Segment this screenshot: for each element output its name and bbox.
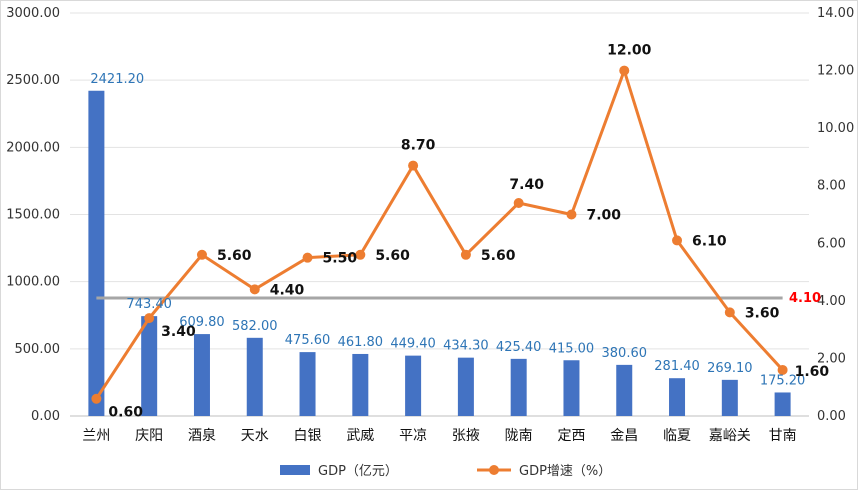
bar bbox=[616, 364, 633, 416]
x-category-label: 定西 bbox=[557, 428, 585, 444]
bar-value-label: 175.20 bbox=[760, 373, 806, 388]
bar-value-label: 434.30 bbox=[443, 339, 489, 354]
growth-line bbox=[95, 69, 784, 400]
line-value-label: 3.60 bbox=[745, 305, 780, 321]
y-left-tick-label: 0.00 bbox=[31, 409, 60, 424]
bar bbox=[352, 353, 369, 416]
line-point bbox=[408, 160, 419, 171]
bar bbox=[141, 316, 158, 416]
bar bbox=[405, 355, 422, 416]
bar-value-label: 281.40 bbox=[654, 359, 700, 374]
legend-label: GDP增速（%） bbox=[519, 464, 611, 479]
legend-line-marker bbox=[489, 465, 499, 475]
y-left-tick-label: 1500.00 bbox=[6, 208, 60, 223]
x-category-label: 天水 bbox=[241, 428, 269, 444]
line-point bbox=[724, 307, 735, 318]
y-right-tick-label: 10.00 bbox=[817, 121, 854, 136]
bar-value-label: 475.60 bbox=[285, 333, 331, 348]
line-value-label: 7.40 bbox=[509, 177, 544, 193]
bar bbox=[88, 90, 105, 416]
line-point bbox=[144, 313, 155, 324]
bar bbox=[669, 378, 686, 416]
bar-value-label: 743.40 bbox=[126, 297, 172, 312]
y-right-tick-label: 12.00 bbox=[817, 64, 854, 79]
line-point bbox=[91, 393, 102, 404]
bar bbox=[246, 337, 263, 416]
bar bbox=[193, 334, 210, 416]
line-point bbox=[249, 284, 260, 295]
x-category-label: 白银 bbox=[294, 428, 322, 444]
y-right-tick-label: 0.00 bbox=[817, 409, 846, 424]
line-value-label: 5.60 bbox=[375, 248, 410, 264]
y-right-tick-label: 8.00 bbox=[817, 179, 846, 194]
x-category-label: 兰州 bbox=[82, 428, 110, 444]
line-point bbox=[777, 364, 788, 375]
bar-value-label: 415.00 bbox=[549, 341, 595, 356]
line-value-label: 8.70 bbox=[401, 138, 436, 154]
x-category-label: 金昌 bbox=[610, 428, 638, 444]
bar-value-label: 449.40 bbox=[390, 337, 436, 352]
bar bbox=[774, 392, 791, 416]
y-right-tick-label: 4.00 bbox=[817, 294, 846, 309]
y-right-tick-label: 6.00 bbox=[817, 236, 846, 251]
line-value-label: 6.10 bbox=[692, 233, 727, 249]
line-point bbox=[355, 249, 366, 260]
line-value-label: 3.40 bbox=[161, 324, 196, 340]
bar-value-label: 2421.20 bbox=[90, 72, 144, 87]
bar-value-label: 269.10 bbox=[707, 361, 753, 376]
line-value-label: 5.60 bbox=[217, 248, 252, 264]
bar-value-label: 425.40 bbox=[496, 340, 542, 355]
y-left-tick-label: 2000.00 bbox=[6, 140, 60, 155]
line-point bbox=[196, 249, 207, 260]
x-category-label: 庆阳 bbox=[135, 428, 163, 444]
line-point bbox=[302, 252, 313, 263]
y-left-tick-label: 3000.00 bbox=[6, 6, 60, 21]
y-right-tick-label: 2.00 bbox=[817, 351, 846, 366]
bar bbox=[563, 360, 580, 416]
line-value-label: 5.60 bbox=[481, 248, 516, 264]
bar-value-label: 609.80 bbox=[179, 315, 225, 330]
line-value-label: 1.60 bbox=[795, 364, 830, 380]
reference-line-label: 4.10 bbox=[789, 291, 821, 306]
bar-value-label: 380.60 bbox=[602, 346, 648, 361]
line-value-label: 4.40 bbox=[270, 282, 305, 298]
x-category-label: 嘉峪关 bbox=[709, 428, 751, 444]
y-left-tick-label: 2500.00 bbox=[6, 73, 60, 88]
bar-value-label: 582.00 bbox=[232, 319, 278, 334]
line-point bbox=[672, 235, 683, 246]
bar bbox=[299, 352, 316, 416]
y-left-tick-label: 500.00 bbox=[15, 342, 61, 357]
bar bbox=[457, 357, 474, 416]
x-category-label: 陇南 bbox=[505, 428, 533, 444]
line-point bbox=[566, 209, 577, 220]
x-category-label: 临夏 bbox=[663, 428, 691, 444]
line-value-label: 0.60 bbox=[108, 405, 143, 421]
x-category-label: 平凉 bbox=[399, 428, 427, 444]
y-right-tick-label: 14.00 bbox=[817, 6, 854, 21]
x-category-label: 张掖 bbox=[452, 428, 480, 444]
line-value-label: 7.00 bbox=[586, 208, 621, 224]
x-category-label: 甘南 bbox=[769, 428, 797, 444]
line-point bbox=[460, 249, 471, 260]
legend-label: GDP（亿元） bbox=[318, 464, 398, 479]
line-value-label: 12.00 bbox=[607, 43, 652, 59]
line-point bbox=[619, 65, 630, 76]
bar bbox=[721, 379, 738, 416]
x-category-label: 酒泉 bbox=[188, 427, 216, 444]
line-point bbox=[513, 197, 524, 208]
legend-bar-swatch bbox=[280, 465, 310, 475]
bar-value-label: 461.80 bbox=[338, 335, 384, 350]
line-value-label: 5.50 bbox=[323, 251, 358, 267]
y-left-tick-label: 1000.00 bbox=[6, 275, 60, 290]
x-category-label: 武威 bbox=[346, 428, 374, 444]
bar bbox=[510, 358, 527, 416]
